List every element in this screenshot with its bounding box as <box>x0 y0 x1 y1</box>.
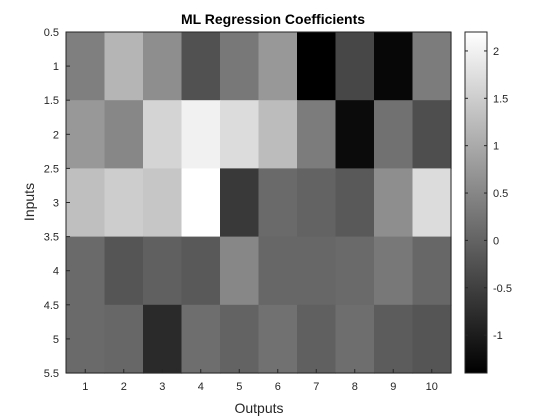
x-tick-label: 10 <box>426 381 438 393</box>
x-tick-label: 9 <box>390 381 396 393</box>
heatmap-cell-r2-c3 <box>143 100 183 169</box>
heatmap-cell-r3-c9 <box>374 168 414 238</box>
heatmap-cell-r5-c4 <box>181 304 221 374</box>
heatmap-cell-r3-c7 <box>297 168 337 238</box>
heatmap-cell-r5-c8 <box>335 304 375 374</box>
colorbar <box>464 31 488 374</box>
heatmap-cell-r3-c10 <box>412 168 452 238</box>
heatmap-cell-r4-c9 <box>374 236 414 306</box>
heatmap-cell-r2-c9 <box>374 100 414 169</box>
heatmap-cell-r2-c1 <box>66 100 106 169</box>
heatmap-cell-r1-c8 <box>335 32 375 101</box>
x-tick-label: 1 <box>82 381 88 393</box>
x-tick-label: 2 <box>121 381 127 393</box>
x-tick-label: 7 <box>313 381 319 393</box>
y-axis-label: Inputs <box>21 183 37 221</box>
y-tick-label: 2.5 <box>44 163 59 175</box>
heatmap-cell-r4-c4 <box>181 236 221 306</box>
x-axis-ticks: 1 2 3 4 5 6 7 8 9 10 <box>82 369 438 393</box>
y-tick-label: 3.5 <box>44 232 59 244</box>
heatmap-cell-r4-c3 <box>143 236 183 306</box>
heatmap-cell-r4-c2 <box>104 236 144 306</box>
heatmap-cell-r3-c5 <box>220 168 260 238</box>
heatmap-cell-r5-c5 <box>220 304 260 374</box>
heatmap-cell-r1-c6 <box>258 32 298 101</box>
heatmap-cell-r1-c4 <box>181 32 221 101</box>
y-axis-ticks: 0.5 1 1.5 2 2.5 3 3.5 4 4.5 5 5.5 <box>44 27 70 380</box>
heatmap-cells <box>66 32 452 374</box>
colorbar-ticks: -1 -0.5 0 0.5 1 1.5 2 <box>465 46 512 342</box>
heatmap-cell-r1-c9 <box>374 32 414 101</box>
colorbar-tick-label: -0.5 <box>493 283 512 295</box>
x-tick-label: 3 <box>159 381 165 393</box>
heatmap-cell-r2-c8 <box>335 100 375 169</box>
y-tick-label: 4 <box>53 266 59 278</box>
y-tick-label: 2 <box>53 129 59 141</box>
heatmap-cell-r5-c9 <box>374 304 414 374</box>
colorbar-tick-label: 0.5 <box>493 188 508 200</box>
x-tick-label: 5 <box>236 381 242 393</box>
y-tick-label: 5.5 <box>44 368 59 380</box>
colorbar-tick-label: 2 <box>493 46 499 58</box>
heatmap-cell-r1-c7 <box>297 32 337 101</box>
chart-title: ML Regression Coefficients <box>181 11 365 27</box>
colorbar-tick-label: 1.5 <box>493 93 508 105</box>
heatmap-cell-r5-c6 <box>258 304 298 374</box>
x-axis-label: Outputs <box>234 400 283 416</box>
heatmap-cell-r1-c3 <box>143 32 183 101</box>
heatmap-cell-r2-c4 <box>181 100 221 169</box>
heatmap-cell-r2-c5 <box>220 100 260 169</box>
colorbar-tick-label: 1 <box>493 141 499 153</box>
heatmap-cell-r5-c3 <box>143 304 183 374</box>
heatmap-cell-r2-c6 <box>258 100 298 169</box>
colorbar-tick-label: 0 <box>493 235 499 247</box>
heatmap-cell-r5-c7 <box>297 304 337 374</box>
heatmap-cell-r1-c2 <box>104 32 144 101</box>
heatmap-cell-r4-c10 <box>412 236 452 306</box>
heatmap-cell-r4-c1 <box>66 236 106 306</box>
y-tick-label: 4.5 <box>44 300 59 312</box>
y-tick-label: 3 <box>53 198 59 210</box>
x-tick-label: 4 <box>198 381 204 393</box>
heatmap-cell-r3-c4 <box>181 168 221 238</box>
heatmap-cell-r5-c10 <box>412 304 452 374</box>
x-tick-label: 6 <box>275 381 281 393</box>
heatmap-cell-r2-c7 <box>297 100 337 169</box>
heatmap-cell-r4-c6 <box>258 236 298 306</box>
heatmap-cell-r3-c2 <box>104 168 144 238</box>
heatmap-cell-r1-c1 <box>66 32 106 101</box>
heatmap-cell-r4-c7 <box>297 236 337 306</box>
heatmap-cell-r3-c8 <box>335 168 375 238</box>
heatmap-cell-r3-c6 <box>258 168 298 238</box>
heatmap-cell-r5-c1 <box>66 304 106 374</box>
x-tick-label: 8 <box>352 381 358 393</box>
y-tick-label: 1 <box>53 61 59 73</box>
heatmap-cell-r3-c1 <box>66 168 106 238</box>
y-tick-label: 1.5 <box>44 95 59 107</box>
colorbar-tick-label: -1 <box>493 330 503 342</box>
heatmap-cell-r3-c3 <box>143 168 183 238</box>
heatmap-cell-r4-c8 <box>335 236 375 306</box>
heatmap-cell-r5-c2 <box>104 304 144 374</box>
y-tick-label: 0.5 <box>44 27 59 39</box>
heatmap-cell-r4-c5 <box>220 236 260 306</box>
heatmap-cell-r1-c5 <box>220 32 260 101</box>
heatmap-cell-r2-c2 <box>104 100 144 169</box>
heatmap-cell-r2-c10 <box>412 100 452 169</box>
y-tick-label: 5 <box>53 334 59 346</box>
heatmap-cell-r1-c10 <box>412 32 452 101</box>
